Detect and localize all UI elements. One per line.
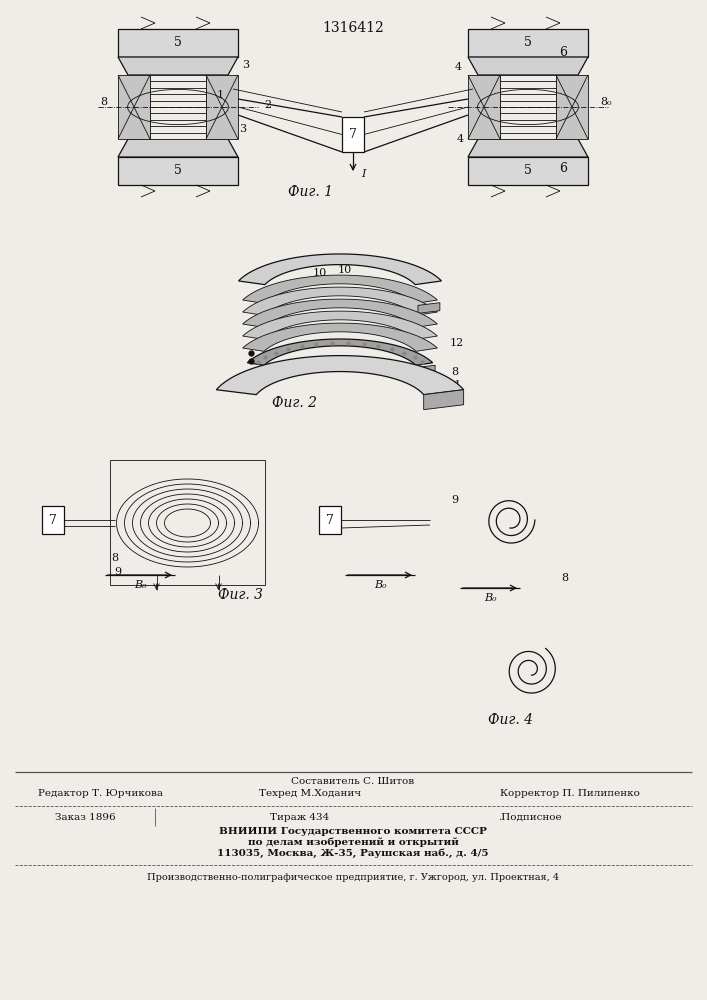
Text: 5: 5 (524, 164, 532, 178)
Text: 12: 12 (450, 338, 464, 348)
Text: ВНИИПИ Государственного комитета СССР: ВНИИПИ Государственного комитета СССР (219, 826, 487, 836)
Polygon shape (243, 275, 438, 303)
Polygon shape (243, 299, 438, 327)
Text: 8: 8 (100, 97, 107, 107)
Polygon shape (418, 365, 435, 375)
Bar (206, 75, 238, 139)
Text: 4: 4 (455, 62, 462, 72)
Text: Заказ 1896: Заказ 1896 (54, 812, 115, 822)
Text: 10: 10 (313, 268, 327, 278)
Text: Редактор Т. Юрчикова: Редактор Т. Юрчикова (37, 790, 163, 798)
Text: Составитель С. Шитов: Составитель С. Шитов (291, 778, 414, 786)
Bar (500, 75, 556, 139)
Text: 7: 7 (326, 514, 334, 526)
Text: 1: 1 (216, 90, 223, 100)
Text: 8: 8 (561, 573, 568, 583)
Text: Производственно-полиграфическое предприятие, г. Ужгород, ул. Проектная, 4: Производственно-полиграфическое предприя… (147, 872, 559, 882)
Text: Фиг. 3: Фиг. 3 (218, 588, 262, 602)
Text: Техред М.Ходанич: Техред М.Ходанич (259, 790, 361, 798)
Text: .Подписное: .Подписное (498, 812, 562, 822)
Text: B₀: B₀ (374, 580, 386, 590)
Bar (118, 157, 238, 185)
Text: 8₀: 8₀ (600, 97, 612, 107)
Text: B₀: B₀ (484, 593, 496, 603)
Text: Корректор П. Пилипенко: Корректор П. Пилипенко (500, 790, 640, 798)
Bar (468, 75, 500, 139)
Bar (468, 29, 588, 57)
Text: 8: 8 (452, 367, 459, 377)
Text: 3: 3 (243, 60, 250, 70)
Polygon shape (243, 311, 438, 339)
Text: Тираж 434: Тираж 434 (270, 812, 329, 822)
Text: B₀: B₀ (134, 580, 146, 590)
Text: 8: 8 (112, 553, 119, 563)
Bar (110, 460, 265, 585)
Polygon shape (468, 57, 588, 75)
Text: 10: 10 (338, 265, 352, 275)
Text: 113035, Москва, Ж-35, Раушская наб., д. 4/5: 113035, Москва, Ж-35, Раушская наб., д. … (217, 848, 489, 858)
Text: I: I (361, 169, 366, 179)
Text: 11: 11 (448, 380, 462, 390)
Bar (319, 506, 341, 534)
Text: Фиг. 2: Фиг. 2 (272, 396, 317, 410)
Polygon shape (238, 254, 441, 285)
Text: 5: 5 (524, 36, 532, 49)
Text: 1316412: 1316412 (322, 21, 384, 35)
Polygon shape (247, 339, 433, 365)
Bar (556, 75, 588, 139)
Text: по делам изобретений и открытий: по делам изобретений и открытий (247, 837, 458, 847)
Text: 2: 2 (264, 100, 271, 110)
Bar (468, 157, 588, 185)
Text: 9: 9 (115, 567, 122, 577)
Polygon shape (423, 390, 464, 410)
Polygon shape (243, 287, 438, 315)
Bar (150, 75, 206, 139)
Polygon shape (243, 323, 438, 351)
Bar (118, 29, 238, 57)
Bar (118, 75, 150, 139)
Text: 5: 5 (174, 164, 182, 178)
Polygon shape (468, 139, 588, 157)
Bar (42, 506, 64, 534)
Text: 5: 5 (174, 36, 182, 49)
Text: 3: 3 (240, 124, 247, 134)
Text: 6: 6 (559, 162, 567, 176)
Polygon shape (216, 356, 464, 395)
Text: 7: 7 (49, 514, 57, 526)
Bar (342, 117, 364, 152)
Polygon shape (118, 139, 238, 157)
Text: Фиг. 1: Фиг. 1 (288, 185, 332, 199)
Text: 9: 9 (452, 495, 459, 505)
Text: 7: 7 (349, 128, 357, 141)
Polygon shape (418, 303, 440, 313)
Text: 6: 6 (559, 45, 567, 58)
Text: 4: 4 (457, 134, 464, 144)
Text: Фиг. 4: Фиг. 4 (488, 713, 532, 727)
Polygon shape (118, 57, 238, 75)
